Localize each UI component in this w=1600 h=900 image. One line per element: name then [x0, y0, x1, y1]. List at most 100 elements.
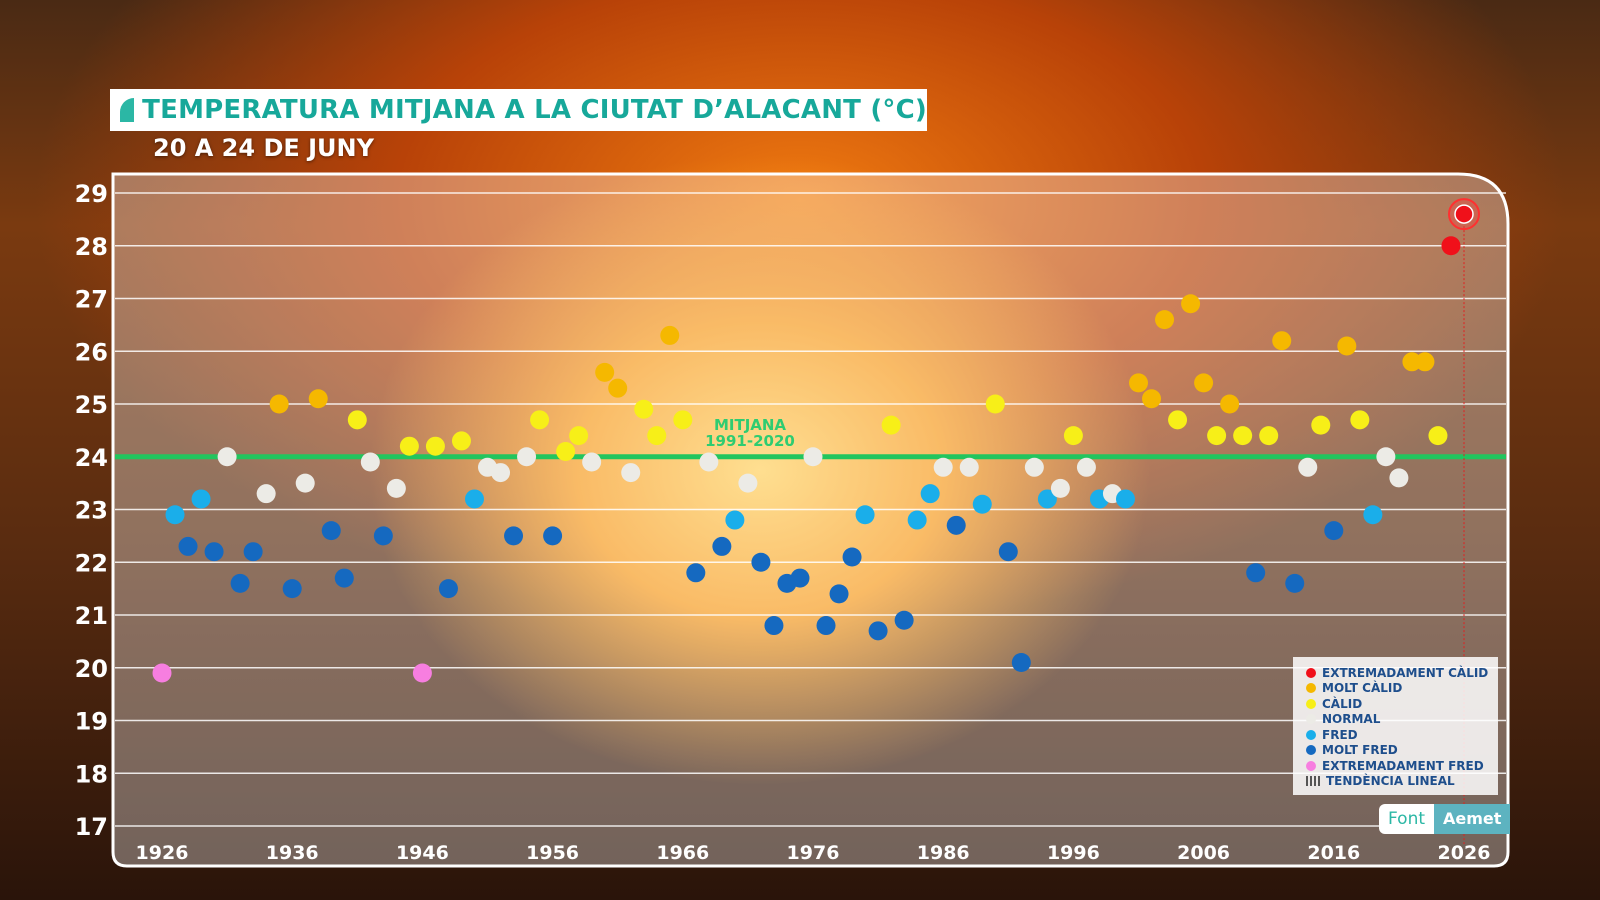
chart-subtitle: 20 A 24 DE JUNY	[153, 134, 374, 162]
source-value: Aemet	[1434, 804, 1511, 834]
data-point-1957	[556, 441, 576, 461]
data-point-1926	[152, 663, 172, 683]
data-point-2005	[1181, 294, 1201, 314]
data-point-1937	[295, 473, 315, 493]
data-point-2006	[1194, 373, 1214, 393]
x-tick-label: 1986	[917, 842, 970, 864]
data-point-1968	[699, 452, 719, 472]
y-tick-label: 18	[75, 760, 108, 788]
data-point-2001	[1129, 373, 1148, 393]
data-point-1934	[256, 484, 276, 504]
data-point-1988	[959, 457, 979, 477]
x-tick-label: 1946	[396, 842, 449, 864]
data-point-1978	[829, 584, 849, 604]
data-point-2008	[1220, 394, 1240, 414]
data-point-1980	[855, 505, 875, 525]
data-point-1977	[816, 616, 836, 636]
x-axis: 1926 1936 1946 1956 1966 1976 1986 1996 2006 2016…	[136, 842, 1491, 864]
data-point-1931	[217, 447, 237, 467]
legend-item-f: FRED	[1306, 727, 1490, 743]
data-point-2022	[1402, 352, 1422, 372]
data-point-1997	[1076, 457, 1096, 477]
legend-label: TENDÈNCIA LINEAL	[1326, 774, 1455, 789]
data-point-1973	[764, 616, 784, 636]
data-point-1947	[425, 436, 445, 456]
plot-area	[111, 172, 1510, 868]
brand-icon	[120, 98, 135, 122]
data-point-1929	[191, 489, 211, 509]
x-tick-label: 2006	[1177, 842, 1230, 864]
legend: EXTREMADAMENT CÀLID MOLT CÀLID CÀLID NORMAL…	[1293, 657, 1498, 795]
data-point-1972	[751, 552, 771, 572]
data-points	[152, 198, 1480, 683]
data-point-1984	[907, 510, 927, 530]
data-point-1989	[972, 494, 992, 514]
chart-title-box: TEMPERATURA MITJANA A LA CIUTAT D’ALACAN…	[110, 89, 927, 131]
data-point-2002	[1142, 389, 1162, 409]
legend-item-mc: MOLT CÀLID	[1306, 681, 1490, 697]
data-point-1932	[230, 573, 250, 593]
data-point-2025	[1441, 236, 1461, 256]
data-point-1982	[881, 415, 901, 435]
legend-trend-swatch	[1306, 776, 1322, 787]
data-point-1936	[282, 579, 302, 599]
data-point-1986	[933, 457, 953, 477]
data-point-1944	[386, 478, 406, 498]
data-point-1939	[321, 521, 341, 541]
y-tick-label: 17	[75, 813, 108, 841]
data-point-1971	[738, 473, 758, 493]
legend-label: MOLT CÀLID	[1322, 681, 1403, 696]
data-point-1959	[582, 452, 602, 472]
data-point-1996	[1063, 426, 1083, 446]
x-tick-label: 1926	[136, 842, 189, 864]
legend-label: CÀLID	[1322, 696, 1363, 711]
data-point-1993	[1024, 457, 1044, 477]
data-point-2011	[1259, 426, 1279, 446]
legend-item-trend: TENDÈNCIA LINEAL	[1306, 774, 1490, 790]
source-badge: Font Aemet	[1379, 804, 1511, 834]
data-point-1960	[595, 362, 615, 382]
legend-label: NORMAL	[1322, 712, 1381, 727]
legend-item-n: NORMAL	[1306, 712, 1490, 728]
data-point-1969	[712, 536, 732, 556]
legend-swatch	[1306, 667, 1316, 678]
data-point-1955	[530, 410, 550, 430]
y-tick-label: 23	[75, 497, 108, 525]
x-tick-label: 1956	[526, 842, 579, 864]
data-point-1941	[347, 410, 367, 430]
legend-swatch	[1306, 729, 1316, 740]
data-point-1967	[686, 563, 706, 583]
data-point-1991	[998, 542, 1018, 562]
data-point-1948	[438, 579, 458, 599]
data-point-1965	[660, 325, 680, 345]
plot-background	[111, 172, 1510, 868]
y-axis: 17 18 19 20 21 22 23 24 25 26 27 28 29	[75, 180, 108, 841]
legend-label: EXTREMADAMENT FRED	[1322, 758, 1484, 773]
legend-swatch	[1306, 683, 1316, 694]
data-point-1956	[543, 526, 563, 546]
legend-item-ef: EXTREMADAMENT FRED	[1306, 758, 1490, 774]
y-tick-label: 20	[75, 655, 108, 683]
data-point-2026	[1454, 204, 1474, 224]
data-point-1958	[569, 426, 589, 446]
data-point-2015	[1311, 415, 1331, 435]
x-tick-label: 1966	[656, 842, 709, 864]
chart-title: TEMPERATURA MITJANA A LA CIUTAT D’ALACAN…	[142, 95, 927, 125]
legend-swatch	[1306, 698, 1316, 709]
legend-swatch	[1306, 745, 1316, 756]
data-point-1950	[464, 489, 484, 509]
data-point-2014	[1298, 457, 1318, 477]
data-point-1983	[894, 610, 914, 630]
data-point-1979	[842, 547, 862, 567]
data-point-1935	[269, 394, 289, 414]
y-tick-label: 19	[75, 708, 108, 736]
data-point-1990	[985, 394, 1005, 414]
y-tick-label: 25	[75, 391, 108, 419]
data-point-2019	[1363, 505, 1383, 525]
data-point-1963	[634, 399, 654, 419]
data-point-2017	[1337, 336, 1357, 356]
data-point-1927	[165, 505, 185, 525]
data-point-1953	[504, 526, 524, 546]
data-point-2021	[1389, 468, 1409, 488]
data-point-1962	[621, 463, 641, 483]
